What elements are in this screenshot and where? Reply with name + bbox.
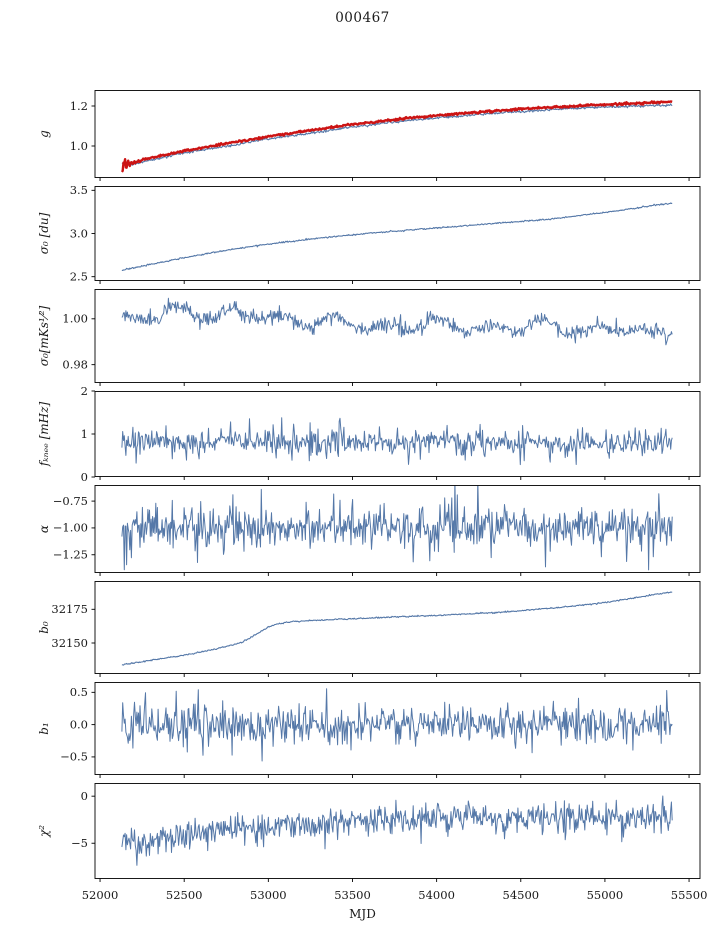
y-tick-label: 0 <box>81 789 88 803</box>
series-group <box>121 591 673 666</box>
y-tick-label: 0 <box>81 470 88 484</box>
y-ticks: −5 0 <box>71 789 95 850</box>
y-tick-label: 0.0 <box>70 717 88 731</box>
line-sigma0-mks <box>121 297 673 346</box>
series-group <box>121 417 673 466</box>
figure-title: 000467 <box>335 10 390 26</box>
x-ticks <box>99 476 690 480</box>
panel-b1: −0.5 0.0 0.5 b₁ <box>37 682 701 778</box>
x-axis-label: MJD <box>349 907 376 921</box>
y-tick-label: −1.00 <box>53 521 88 535</box>
axes-frame <box>94 485 701 573</box>
line-b0 <box>121 591 673 666</box>
x-ticks <box>99 382 690 386</box>
series-group <box>121 485 673 571</box>
axes-frame <box>94 186 701 281</box>
y-tick-label: −0.5 <box>60 750 88 764</box>
x-tick-label: 53500 <box>334 888 371 902</box>
y-tick-label: 1.0 <box>70 139 88 153</box>
y-ticks: 2.5 3.0 3.5 <box>70 183 95 283</box>
y-tick-label: 2.5 <box>70 269 88 283</box>
y-axis-label-b0: b₀ <box>37 621 51 634</box>
y-tick-label: 0.5 <box>70 685 88 699</box>
y-tick-label: 3.0 <box>70 226 88 240</box>
y-tick-label: 1.2 <box>70 99 88 113</box>
x-tick-label: 55500 <box>670 888 708 902</box>
x-ticks <box>99 878 690 882</box>
y-tick-label: 1.00 <box>62 312 88 326</box>
y-axis-label-sigma0-du: σ₀ [du] <box>37 212 51 254</box>
y-axis-label-alpha: α <box>37 525 51 533</box>
x-tick-label: 54000 <box>418 888 455 902</box>
line-sigma0-du <box>121 202 673 272</box>
y-tick-label: 1 <box>81 427 88 441</box>
panel-sigma0-mks: 0.98 1.00 σ₀[mKs¹⁄²] <box>37 289 701 386</box>
line-alpha <box>121 485 673 571</box>
y-tick-label: −5 <box>71 836 88 850</box>
y-tick-label: 0.98 <box>62 357 88 371</box>
axes-frame <box>94 682 701 775</box>
y-axis-label-b1: b₁ <box>37 722 51 735</box>
y-tick-label: 3.5 <box>70 183 88 197</box>
y-ticks: 0 1 2 <box>81 384 95 484</box>
y-axis-label-chi2: χ² <box>37 825 51 838</box>
x-axis-tick-labels: 52000 52500 53000 53500 54000 54500 55000 55500 <box>0 887 725 905</box>
axes-frame <box>94 289 701 383</box>
panel-sigma0-du: 2.5 3.0 3.5 σ₀ [du] <box>37 183 701 284</box>
series-group <box>121 688 673 762</box>
axes-frame <box>94 783 701 879</box>
y-ticks: 0.98 1.00 <box>62 312 95 371</box>
series-group <box>121 795 673 866</box>
axes-frame <box>94 581 701 674</box>
y-tick-label: −0.75 <box>53 494 88 508</box>
y-axis-label-sigma0-mks: σ₀[mKs¹⁄²] <box>37 305 51 366</box>
y-tick-label: 2 <box>81 384 88 398</box>
x-tick-label: 55000 <box>586 888 624 902</box>
y-tick-label: 32150 <box>51 636 88 650</box>
x-ticks <box>99 673 690 677</box>
line-g-overlay-red <box>120 100 673 173</box>
panel-g: 1.0 1.2 g <box>37 90 701 181</box>
panels-container: 1.0 1.2 g 2.5 3.0 3.5 σ₀ [du] 0.98 1.00 σ₀[mKs¹⁄²… <box>0 90 725 887</box>
x-ticks <box>99 177 690 181</box>
panel-chi2: −5 0 χ² <box>37 783 701 882</box>
x-tick-label: 54500 <box>502 888 540 902</box>
x-ticks <box>99 774 690 778</box>
series-group <box>121 202 673 272</box>
series-group <box>120 100 673 173</box>
y-ticks: 32150 32175 <box>51 602 95 650</box>
y-axis-label-fknee: fₖₙₑₑ [mHz] <box>37 402 51 468</box>
panel-fknee: 0 1 2 fₖₙₑₑ [mHz] <box>37 384 701 484</box>
x-ticks <box>99 572 690 576</box>
line-fknee <box>121 417 673 466</box>
y-ticks: −0.75 −1.00 −1.25 <box>53 494 95 562</box>
series-group <box>121 297 673 346</box>
y-ticks: −0.5 0.0 0.5 <box>60 685 95 764</box>
x-ticks <box>99 280 690 284</box>
panel-alpha: −0.75 −1.00 −1.25 α <box>37 485 701 576</box>
line-b1 <box>121 688 673 762</box>
line-g-fit-blue <box>121 103 673 166</box>
x-tick-label: 52000 <box>81 888 119 902</box>
y-axis-label-g: g <box>37 130 51 138</box>
axes-frame <box>94 90 701 178</box>
x-tick-label: 52500 <box>165 888 203 902</box>
y-tick-label: −1.25 <box>53 548 88 562</box>
y-tick-label: 32175 <box>51 602 88 616</box>
y-ticks: 1.0 1.2 <box>70 99 95 153</box>
x-tick-label: 53000 <box>250 888 287 902</box>
line-chi2 <box>121 795 673 866</box>
